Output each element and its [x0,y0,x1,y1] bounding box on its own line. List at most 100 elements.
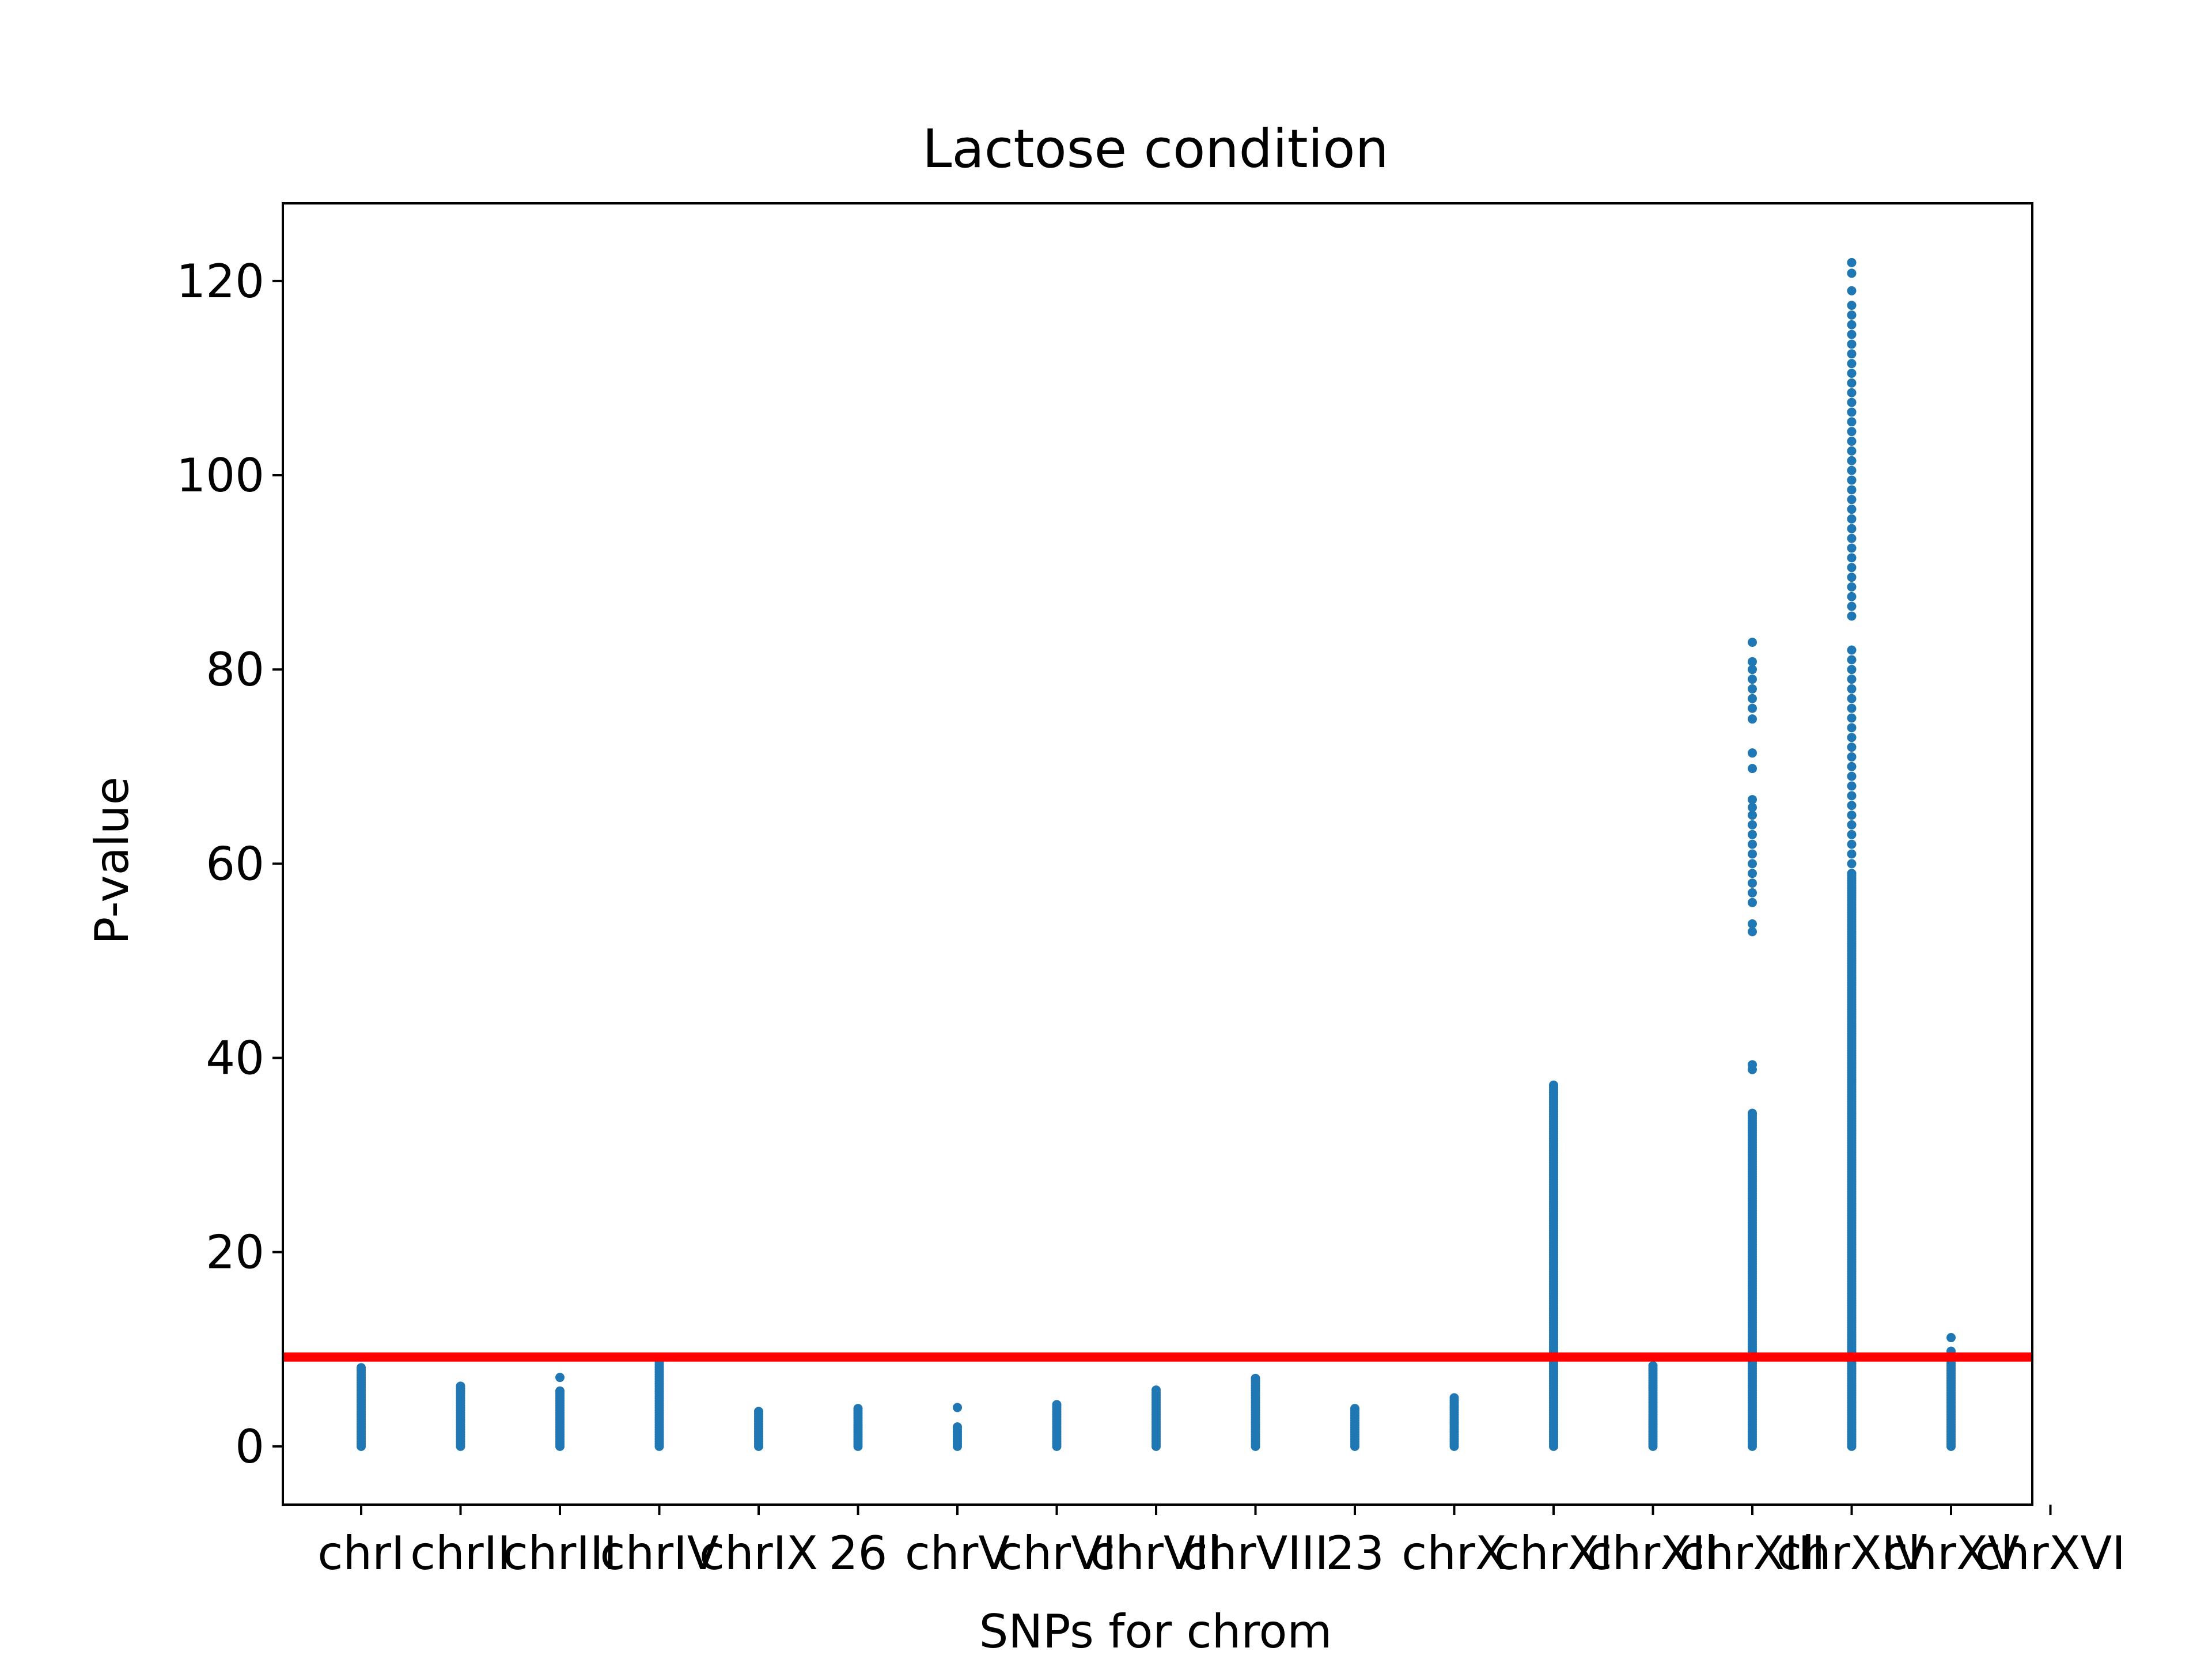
data-point [1748,869,1757,878]
data-point [1748,637,1757,647]
data-point [1847,771,1857,781]
x-tick-label: chrXIV [1777,1527,1927,1580]
data-point [1847,801,1857,810]
data-point [1847,582,1857,592]
x-tick-label: chrIII [503,1527,617,1580]
series-chrXI [1549,1080,1558,1451]
y-tick-label: 20 [206,1226,264,1279]
series-chrII [456,1381,465,1451]
data-point [1748,927,1757,937]
data-point [1748,839,1757,849]
chart-title: Lactose condition [922,118,1389,180]
data-point [1748,859,1757,869]
data-point [1847,762,1857,771]
y-tick-label: 40 [206,1032,264,1085]
data-point [1847,611,1857,621]
series-chrXIII [1748,637,1757,1451]
data-point [1847,301,1857,310]
data-point [1847,573,1857,582]
x-tick-label: chrXI [1494,1527,1613,1580]
data-point [1847,465,1857,475]
data-point [357,1363,366,1373]
data-point [1847,339,1857,349]
data-point [1847,329,1857,339]
data-point [1748,830,1757,839]
data-point [1847,257,1857,267]
data-point [1847,417,1857,427]
data-point [1748,878,1757,888]
data-point [1946,1333,1956,1343]
data-point [1847,675,1857,684]
y-axis: 0 20 40 60 80 100 120 [176,255,283,1474]
x-tick-label: chrV [905,1527,1010,1580]
x-tick-label: chrVIII [1183,1527,1328,1580]
data-point [1748,810,1757,820]
data-point [1847,505,1857,514]
data-point [1748,820,1757,830]
series-chrIX [754,1407,763,1451]
data-point [1847,820,1857,830]
y-tick-label: 120 [176,255,264,308]
series-23 [1350,1404,1359,1451]
x-axis-label: SNPs for chrom [979,1605,1332,1658]
data-point [1748,1108,1757,1118]
data-point [1847,810,1857,820]
series-chrXIV [1847,257,1857,1451]
data-point [555,1373,565,1382]
data-point [1847,359,1857,369]
data-point [1748,703,1757,713]
x-tick-label: chrXIII [1679,1527,1825,1580]
series-26 [853,1404,863,1451]
y-tick-label: 100 [176,449,264,502]
data-point [1748,888,1757,897]
y-tick-label: 80 [206,643,264,696]
x-tick-label: chrVI [998,1527,1116,1580]
data-point [1748,657,1757,666]
data-point [1847,378,1857,388]
series-chrV [953,1403,962,1451]
data-point [1251,1373,1260,1383]
data-point [1847,839,1857,849]
data-point [953,1422,962,1432]
series-chrIII [555,1373,565,1451]
data-point [1847,713,1857,723]
data-point [1847,563,1857,573]
data-point [1847,601,1857,611]
data-point [1847,781,1857,791]
series-chrXV [1946,1333,1956,1451]
data-point [853,1404,863,1414]
data-point [1748,675,1757,684]
x-tick-label: chrI [317,1527,404,1580]
data-point [1847,533,1857,543]
data-point [1847,437,1857,446]
data-point [1549,1080,1558,1090]
data-point [1748,748,1757,758]
data-point [1748,897,1757,907]
data-point [1847,791,1857,801]
data-point [1648,1361,1658,1370]
x-tick-label: 26 [829,1527,888,1580]
data-point [1847,310,1857,320]
data-points [357,257,1956,1451]
data-point [1847,869,1857,878]
data-point [456,1381,465,1391]
series-chrX [1449,1393,1459,1451]
plot-area [282,202,2033,1506]
data-point [1847,543,1857,553]
data-point [754,1407,763,1416]
series-chrIV [654,1355,664,1451]
series-chrXII [1648,1361,1658,1451]
y-tick-label: 0 [235,1420,264,1474]
data-point [1847,830,1857,839]
x-tick-label: chrXVI [1975,1527,2126,1580]
data-point [1847,723,1857,733]
x-tick-label: chrX [1402,1527,1506,1580]
x-tick-label: chrIX [699,1527,818,1580]
data-point [1847,655,1857,665]
data-point [1847,553,1857,563]
data-point [1748,795,1757,805]
x-tick-label: chrIV [600,1527,719,1580]
data-point [1847,369,1857,378]
data-point [1847,703,1857,713]
data-point [1847,495,1857,505]
